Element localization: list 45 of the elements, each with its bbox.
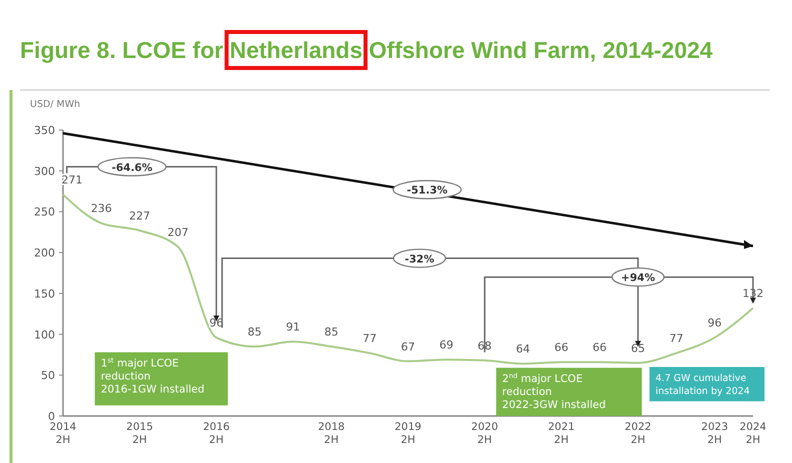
x-tick-label: 2016 2H (202, 421, 230, 446)
x-tick-label: 2018 2H (318, 421, 345, 446)
y-tick-label: 0 (48, 410, 55, 423)
annotation: -51.3% (406, 184, 448, 197)
note-box: 2$^{nd}$ major LCOE reduction 2022-3GW installed (496, 368, 642, 416)
note-box: 1$^{st}$ major LCOE reduction 2016-1GW installed (94, 352, 228, 406)
data-label: 236 (90, 202, 112, 216)
y-tick-label: 200 (34, 246, 55, 260)
y-tick-label: 50 (41, 369, 55, 382)
data-label: 85 (324, 326, 338, 339)
chart-title: Figure 8. LCOE for Netherlands Offshore Wind Farm, 2014-2024 (20, 37, 713, 63)
x-tick-label: 2015 2H (126, 421, 154, 446)
y-tick-label: 350 (34, 124, 55, 137)
note-box: 4.7 GW cumulative installation by 2024 (650, 366, 764, 402)
x-tick-label: 2023 2H (701, 421, 728, 446)
y-tick-label: 100 (34, 328, 55, 342)
data-label: 64 (516, 342, 530, 356)
data-label: 227 (129, 210, 150, 223)
annotation: 2$^{nd}$ major LCOE reduction 2022-3GW installed (502, 372, 606, 411)
data-label: 91 (286, 320, 300, 334)
data-label: 67 (401, 340, 415, 354)
x-tick-label: 2021 2H (548, 421, 575, 446)
y-tick-label: 250 (34, 206, 55, 219)
data-label: 69 (439, 338, 454, 352)
annotation: -64.6% (112, 162, 153, 174)
data-label: 85 (248, 326, 262, 339)
y-tick-label: 150 (34, 287, 55, 300)
data-label: 66 (592, 341, 607, 354)
data-label: 77 (362, 332, 377, 346)
data-label: 96 (708, 316, 722, 330)
x-tick-label: 2022 2H (624, 421, 652, 446)
data-label: 66 (554, 341, 568, 354)
annotation: 1$^{st}$ major LCOE reduction 2016-1GW installed (100, 356, 204, 396)
y-axis-title: USD/ MWh (30, 99, 80, 110)
annotation: -32% (404, 253, 435, 266)
data-label: 65 (631, 342, 645, 355)
data-label: 207 (168, 226, 188, 239)
x-tick-label: 2024 2H (740, 421, 767, 446)
data-label: 77 (669, 332, 684, 346)
x-tick-label: 2014 2H (50, 421, 77, 446)
x-tick-label: 2020 2H (471, 421, 498, 446)
annotation: +94% (621, 272, 656, 284)
y-tick-label: 300 (34, 164, 55, 178)
x-tick-label: 2019 2H (394, 421, 422, 446)
annotation: 4.7 GW cumulative installation by 2024 (656, 372, 750, 397)
